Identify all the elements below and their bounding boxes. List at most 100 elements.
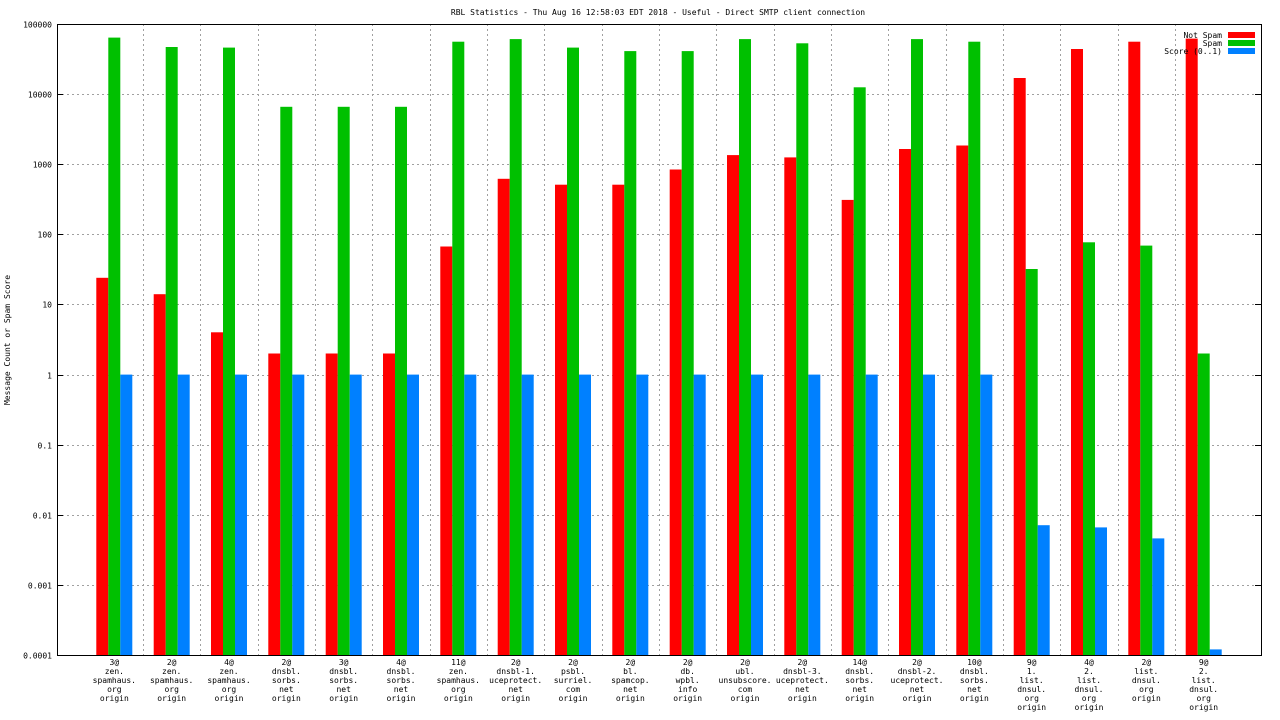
x-tick-label-line: ubl. (735, 667, 754, 676)
bar-spam (624, 51, 637, 656)
x-tick-label-line: origin (272, 694, 301, 703)
x-tick-label: 9@ 2. list. dnsul. org origin (1189, 658, 1218, 712)
x-tick-label-line: origin (731, 694, 760, 703)
bar-not-spam (841, 199, 854, 655)
bar-not-spam (956, 145, 969, 655)
bar-score-0-1 (292, 374, 305, 655)
x-tick-label-line: origin (788, 694, 817, 703)
x-tick-label-line: origin (329, 694, 358, 703)
x-tick-label-line: origin (215, 694, 244, 703)
bar-score-0-1 (521, 374, 534, 655)
y-tick-label: 1000 (33, 161, 52, 170)
x-tick-label-line: spamhaus. (93, 676, 136, 685)
x-tick-label-line: surriel. (554, 676, 593, 685)
bar-not-spam (784, 157, 797, 655)
bar-spam (911, 39, 923, 656)
x-tick-label-line: origin (157, 694, 186, 703)
bar-spam (337, 106, 350, 656)
x-tick-label-line: dnsbl-2. (898, 667, 937, 676)
bar-not-spam (325, 353, 338, 655)
bar-not-spam (383, 353, 395, 655)
bar-spam (509, 39, 522, 656)
x-tick-label-line: org (222, 685, 237, 694)
x-tick-label-line: 4@ (224, 658, 234, 667)
x-tick-label-line: dnsbl. (272, 667, 301, 676)
x-tick-label-line: 10@ (967, 658, 982, 667)
x-tick-label-line: uceprotect. (776, 676, 829, 685)
x-tick-label: 4@ 2. list. dnsul. org origin (1075, 658, 1104, 712)
x-tick-label-line: origin (903, 694, 932, 703)
x-tick-label-line: dnsul. (1017, 685, 1046, 694)
x-tick-label-line: sorbs. (272, 676, 301, 685)
x-tick-label-line: spamcop. (611, 676, 650, 685)
bar-spam (108, 37, 121, 656)
x-tick-label-line: sorbs. (960, 676, 989, 685)
bar-not-spam (497, 178, 510, 656)
x-tick-label: 3@ zen. spamhaus. org origin (93, 658, 136, 703)
bar-score-0-1 (464, 374, 477, 655)
x-tick-label-line: origin (100, 694, 129, 703)
x-tick-label-line: zen. (162, 667, 181, 676)
x-tick-label: 2@ psbl. surriel. com origin (554, 658, 593, 703)
bar-score-0-1 (693, 374, 706, 655)
x-tick-label-line: list. (1077, 676, 1101, 685)
bar-spam (567, 47, 579, 656)
bar-not-spam (1128, 41, 1141, 655)
x-tick-label-line: com (738, 685, 753, 694)
x-tick-label: 2@ dnsbl-2. uceprotect. net origin (891, 658, 944, 703)
x-tick-label-line: net (336, 685, 351, 694)
y-tick-label: 0.001 (28, 582, 52, 591)
x-tick-label-line: origin (845, 694, 874, 703)
x-tick-label-line: 14@ (852, 658, 867, 667)
bar-not-spam (899, 149, 911, 655)
x-tick-label-line: org (451, 685, 466, 694)
x-tick-label-line: dnsul. (1189, 685, 1218, 694)
x-tick-label: 2@ dnsbl-3. uceprotect. net origin (776, 658, 829, 703)
y-tick-label: 1 (47, 372, 52, 381)
bar-score-0-1 (980, 374, 993, 655)
x-tick-label-line: list. (1192, 676, 1216, 685)
x-tick-label-line: origin (1189, 703, 1218, 712)
x-tick-label: 2@ dnsbl. sorbs. net origin (272, 658, 301, 703)
y-tick-label: 0.01 (33, 512, 52, 521)
x-tick-label-line: dnsul. (1075, 685, 1104, 694)
bar-score-0-1 (579, 374, 591, 655)
bar-not-spam (1013, 78, 1026, 655)
x-tick-label-line: origin (559, 694, 588, 703)
x-tick-label-line: net (508, 685, 523, 694)
x-tick-label: 2@ dnsbl-1. uceprotect. net origin (489, 658, 542, 703)
x-tick-label-line: 2@ (167, 658, 177, 667)
bar-score-0-1 (636, 374, 649, 655)
x-tick-label-line: uceprotect. (891, 676, 944, 685)
x-tick-label-line: db. (680, 667, 694, 676)
legend-label: Spam (1203, 39, 1222, 48)
x-tick-label-line: com (566, 685, 581, 694)
x-tick-label: 4@ dnsbl. sorbs. net origin (387, 658, 416, 703)
bar-score-0-1 (923, 374, 935, 655)
y-tick-labels: 0.0001 0.001 0.01 0.1 1 10 100 1000 10000 100000 (23, 21, 52, 661)
x-tick-label-line: net (394, 685, 409, 694)
x-tick-label-line: dnsul. (1132, 676, 1161, 685)
y-tick-label: 100000 (23, 21, 52, 30)
bar-score-0-1 (865, 374, 878, 655)
x-tick-label-line: 2@ (798, 658, 808, 667)
x-tick-label-line: 2@ (683, 658, 693, 667)
bar-spam (1025, 269, 1038, 655)
x-tick-label-line: 2. (1199, 667, 1209, 676)
x-tick-label-line: dnsbl. (387, 667, 416, 676)
bar-score-0-1 (120, 374, 133, 655)
x-tick-label-line: sorbs. (387, 676, 416, 685)
x-tick-label-line: wpbl. (676, 676, 700, 685)
x-tick-label-line: net (623, 685, 638, 694)
bar-not-spam (153, 294, 166, 655)
x-tick-label-line: net (852, 685, 867, 694)
x-tick-label-line: origin (960, 694, 989, 703)
x-tick-label: 9@ 1. list. dnsul. org origin (1017, 658, 1046, 712)
x-tick-label-line: 4@ (1084, 658, 1094, 667)
x-tick-label-line: net (279, 685, 294, 694)
x-tick-label-line: list. (1134, 667, 1158, 676)
bar-spam (796, 43, 809, 656)
x-tick-label-line: 4@ (396, 658, 406, 667)
bar-score-0-1 (1037, 525, 1050, 655)
x-tick-label-line: org (1196, 694, 1211, 703)
